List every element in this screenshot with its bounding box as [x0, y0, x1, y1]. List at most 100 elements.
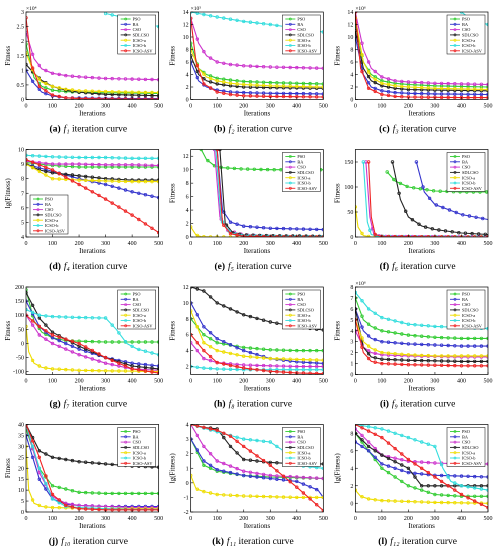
series-marker	[427, 196, 432, 200]
y-axis-label: Fitness	[333, 46, 341, 66]
series-marker	[64, 501, 68, 505]
series-marker	[301, 95, 306, 99]
series-marker	[241, 224, 246, 228]
axis-exponent: ×10⁵	[191, 6, 202, 12]
series-marker	[301, 364, 306, 369]
series-marker	[248, 363, 253, 367]
series-marker	[433, 475, 437, 479]
series-marker	[44, 154, 48, 159]
series-marker	[315, 92, 319, 96]
series-marker	[393, 499, 397, 503]
series-marker	[425, 188, 429, 192]
series-marker	[222, 461, 226, 466]
series-marker	[97, 155, 101, 160]
series-marker	[248, 91, 253, 95]
series-marker	[44, 68, 48, 73]
series-marker	[215, 82, 219, 86]
series-marker	[117, 177, 121, 182]
series-marker	[288, 357, 292, 361]
legend-marker	[288, 440, 292, 444]
series-marker	[386, 330, 391, 334]
series-marker	[70, 458, 75, 463]
series-marker	[44, 474, 48, 478]
y-tick-label: 6	[21, 206, 24, 212]
caption-function: f₂	[229, 124, 236, 135]
series-marker	[459, 92, 464, 96]
x-tick-label: 100	[377, 516, 386, 522]
series-marker	[360, 433, 364, 438]
subplot-caption: (f) f₆ iteration curve	[380, 261, 456, 272]
legend-marker	[288, 165, 292, 169]
series-marker	[97, 507, 101, 512]
series-marker	[315, 495, 319, 500]
series-marker	[157, 508, 159, 512]
series-marker	[103, 179, 108, 183]
series-line-5	[355, 489, 489, 504]
series-marker	[123, 340, 128, 344]
series-marker	[453, 363, 457, 368]
y-tick-label: 0.5	[17, 83, 25, 89]
series-marker	[103, 316, 108, 320]
series-marker	[228, 351, 233, 356]
series-marker	[157, 370, 159, 374]
legend-label: BA	[297, 297, 304, 302]
subplot-8: 0 100 200 300 400 500 2 4 6 8 10 12 Iterations Fitnes…	[169, 285, 328, 410]
series-marker	[208, 345, 213, 349]
series-marker	[420, 466, 424, 470]
series-marker	[426, 359, 430, 363]
legend-label: CSO	[133, 440, 141, 445]
y-axis-label: Fitness	[169, 46, 177, 66]
series-marker	[400, 79, 404, 84]
series-marker	[110, 177, 114, 181]
series-marker	[44, 366, 48, 370]
y-tick-label: 2	[350, 85, 353, 91]
legend-label: ICSO-a	[462, 313, 475, 318]
legend-label: ICSO-ASV	[297, 48, 318, 53]
series-marker	[57, 506, 61, 510]
series-marker	[117, 340, 121, 344]
series-marker	[77, 162, 81, 166]
series-marker	[473, 336, 477, 341]
series-marker	[57, 456, 61, 461]
x-tick-label: 300	[266, 241, 275, 247]
y-tick-label: 15	[18, 477, 24, 483]
series-marker	[413, 438, 417, 442]
series-marker	[295, 227, 299, 231]
legend-marker	[124, 44, 128, 47]
series-marker	[366, 81, 371, 85]
series-marker	[433, 500, 437, 505]
series-marker	[366, 449, 371, 453]
series-marker	[288, 480, 292, 484]
legend-marker	[453, 38, 457, 42]
series-marker	[208, 337, 213, 341]
series-marker	[37, 63, 41, 68]
y-tick-label: 0	[350, 235, 353, 241]
series-marker	[308, 368, 312, 372]
y-tick-label: 35	[18, 433, 24, 439]
series-marker	[215, 79, 219, 83]
series-marker	[157, 504, 159, 509]
series-marker	[393, 79, 397, 83]
legend-marker	[288, 297, 292, 301]
x-tick-label: 200	[239, 379, 248, 385]
y-tick-label: 8	[186, 181, 189, 187]
series-marker	[453, 354, 457, 358]
caption-text: iteration curve	[70, 537, 128, 547]
y-axis-label: Fitness	[169, 183, 177, 203]
series-marker	[110, 179, 114, 183]
series-marker	[228, 493, 233, 497]
legend-label: PSO	[462, 17, 470, 22]
caption-text: iteration curve	[398, 400, 456, 410]
series-marker	[83, 75, 88, 79]
series-marker	[459, 359, 464, 364]
legend-label: SDLCSO	[45, 213, 61, 218]
series-marker	[57, 338, 61, 343]
series-marker	[255, 21, 259, 25]
x-tick-label: 0	[189, 241, 192, 247]
subplot-caption: (g) f₇ iteration curve	[50, 399, 128, 410]
series-line-3	[190, 424, 324, 480]
series-marker	[103, 182, 108, 187]
series-line-7	[355, 319, 488, 367]
series-marker	[103, 76, 108, 81]
